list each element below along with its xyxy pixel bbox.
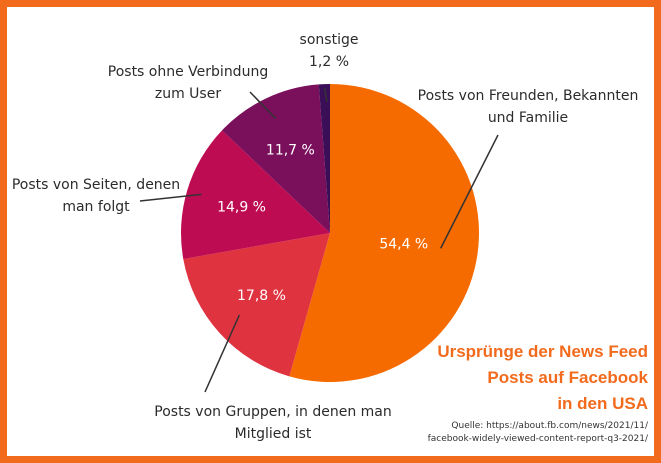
- slice-value-2: 14,9 %: [217, 199, 266, 215]
- slice-value-1: 17,8 %: [237, 288, 286, 304]
- slice-label-2-line-0: Posts von Seiten, denen: [12, 177, 180, 193]
- leader-line-3: [249, 91, 277, 120]
- title-line-3: in den USA: [557, 394, 648, 413]
- leader-line-4: [323, 87, 328, 103]
- title-line-1: Ursprünge der News Feed: [437, 342, 648, 361]
- leader-lines: [139, 87, 499, 393]
- pie-slice-1: [183, 233, 330, 377]
- source-line-1: Quelle: https://about.fb.com/news/2021/1…: [451, 421, 649, 431]
- slice-category-labels: Posts von Freunden, Bekannten und Familie…: [12, 32, 639, 442]
- leader-line-1: [204, 314, 241, 393]
- slice-label-4-line-0: sonstige: [300, 32, 359, 48]
- source-line-2: facebook-widely-viewed-content-report-q3…: [428, 434, 649, 444]
- slice-label-3-line-1: zum User: [155, 86, 221, 102]
- leader-line-0: [440, 134, 499, 249]
- slice-label-2-line-1: man folgt: [62, 199, 130, 215]
- slice-label-0-line-1: und Familie: [488, 110, 568, 126]
- chart-title: Ursprünge der News Feed Posts auf Facebo…: [437, 342, 648, 413]
- slice-value-4: 1,2 %: [309, 54, 349, 70]
- slice-value-labels: 54,4 % 17,8 % 14,9 % 11,7 %: [217, 143, 428, 304]
- source-note: Quelle: https://about.fb.com/news/2021/1…: [428, 421, 649, 444]
- pie-slice-4: [318, 84, 330, 233]
- slice-value-3: 11,7 %: [266, 143, 315, 159]
- slice-label-1-line-0: Posts von Gruppen, in denen man: [154, 404, 391, 420]
- pie-slice-2: [180, 130, 330, 260]
- pie-slice-3: [222, 84, 330, 233]
- slice-value-0: 54,4 %: [379, 236, 428, 252]
- slice-label-3-line-0: Posts ohne Verbindung: [108, 64, 268, 80]
- pie-slices: [180, 84, 479, 382]
- slice-label-0-line-0: Posts von Freunden, Bekannten: [418, 88, 639, 104]
- leader-line-2: [139, 193, 202, 202]
- slice-label-1-line-1: Mitglied ist: [235, 426, 312, 442]
- title-line-2: Posts auf Facebook: [487, 368, 648, 387]
- pie-slice-0: [289, 84, 479, 382]
